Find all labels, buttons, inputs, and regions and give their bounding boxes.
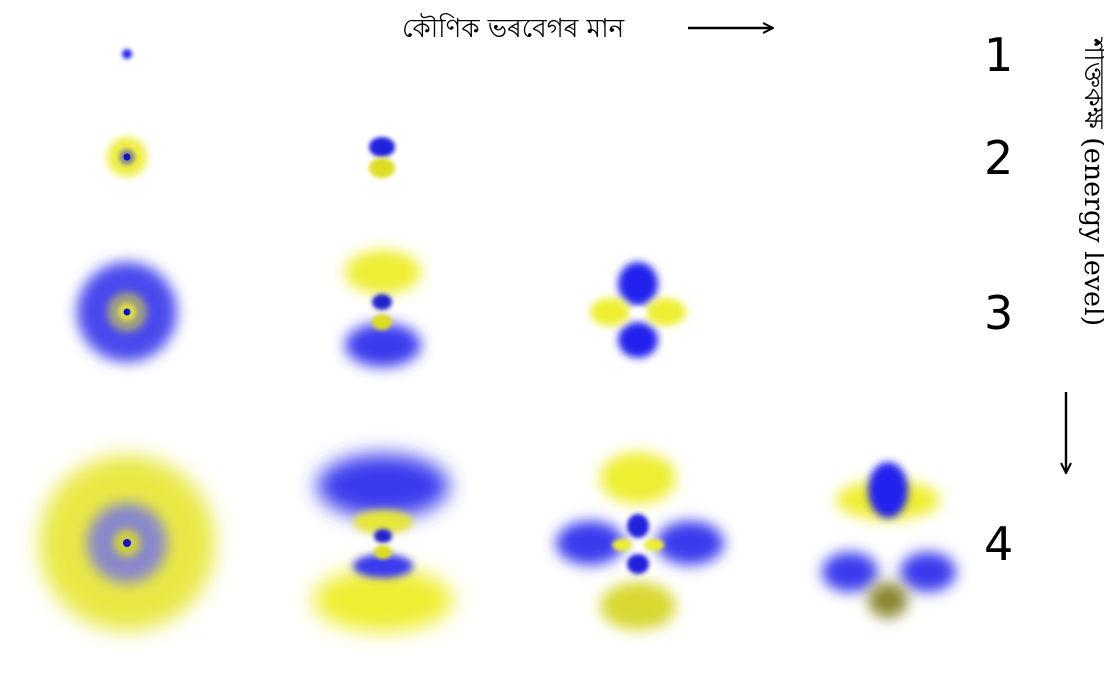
level-1-label: 1 xyxy=(984,28,1014,82)
orbital-4s xyxy=(39,455,215,631)
orbital-1s xyxy=(122,49,132,59)
level-3-label: 3 xyxy=(984,286,1014,340)
energy-level-label: শক্তিকক্ষ (energy level) xyxy=(1078,38,1104,327)
orbital-2s xyxy=(107,137,147,177)
angular-momentum-label: কৌণিক ভৰবেগৰ মান xyxy=(402,14,625,44)
orbital-3d xyxy=(590,262,686,358)
orbital-3p xyxy=(345,250,421,367)
orbital-4d xyxy=(556,452,724,630)
level-2-label: 2 xyxy=(984,131,1014,185)
orbital-4p xyxy=(313,454,453,632)
orbital-3s xyxy=(77,262,177,362)
orbital-2p xyxy=(369,137,395,178)
orbital-4f xyxy=(822,462,956,618)
level-4-label: 4 xyxy=(984,517,1014,571)
